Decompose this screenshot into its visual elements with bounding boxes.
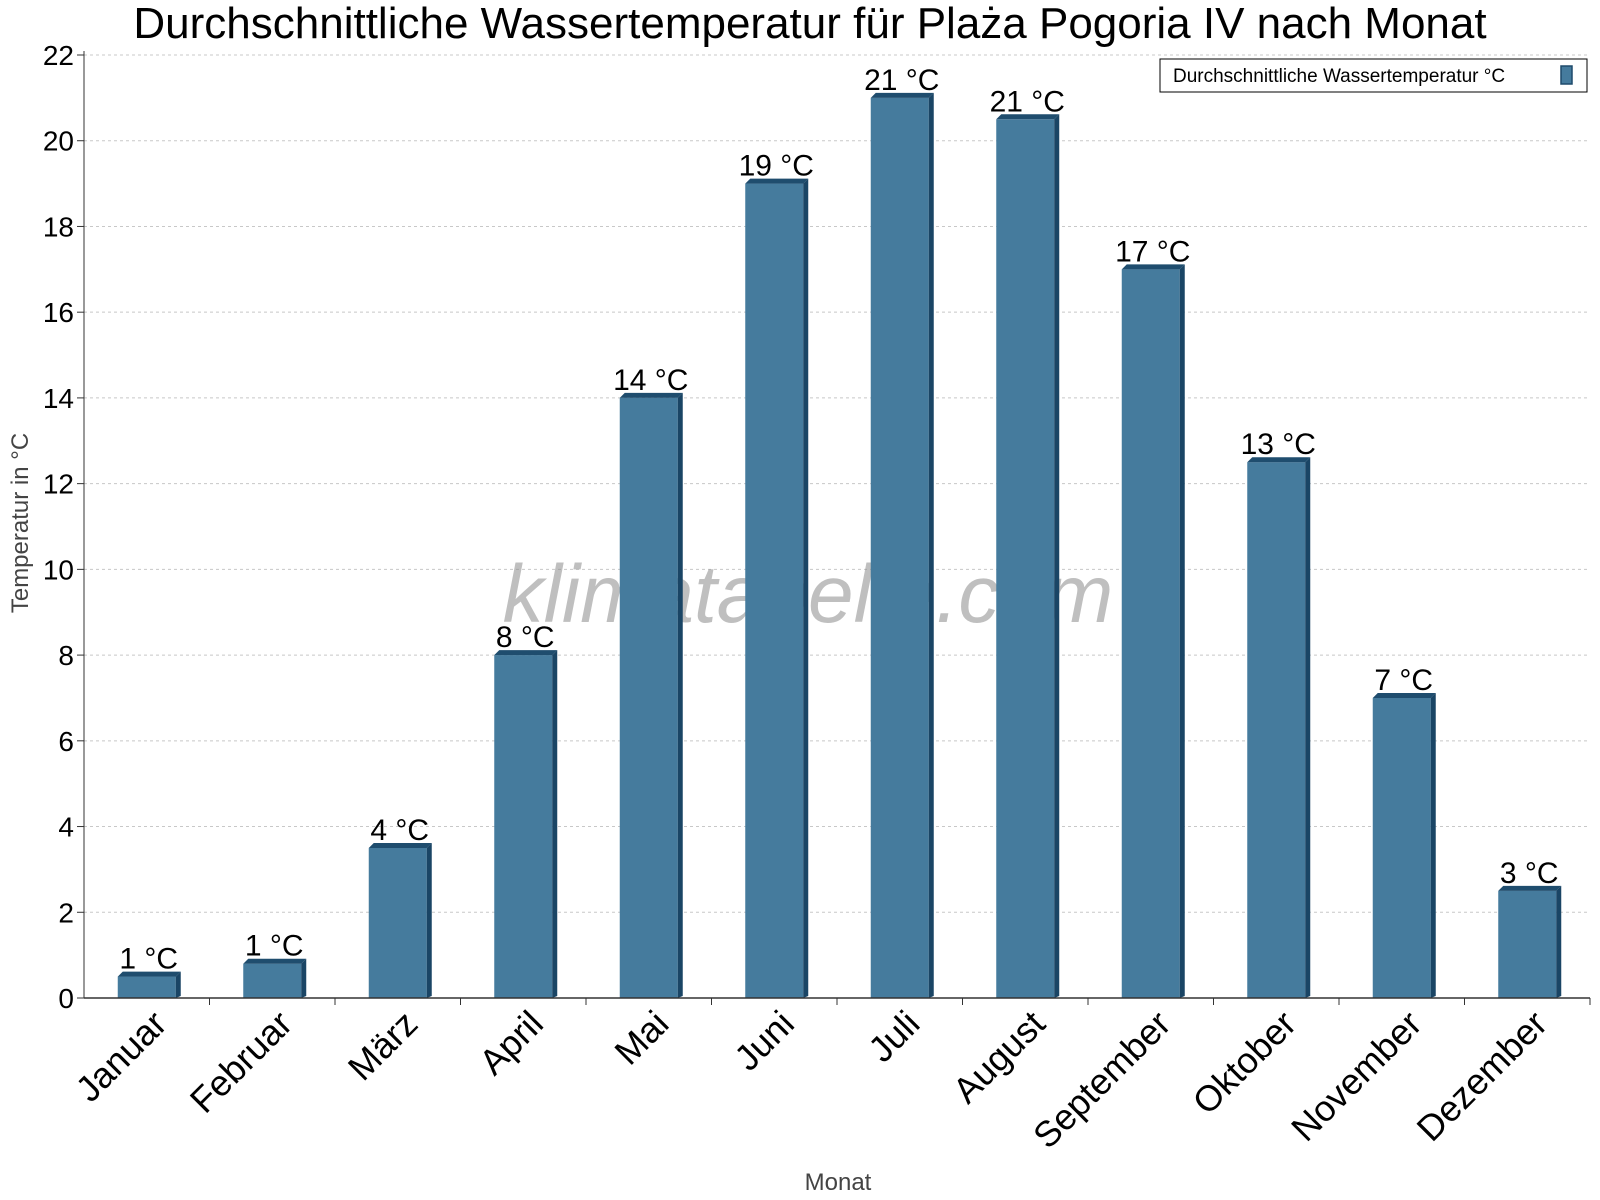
bar (1121, 264, 1185, 998)
data-label: 1 °C (119, 943, 178, 976)
bar-top (619, 392, 683, 398)
bar-side (1054, 114, 1060, 998)
bar-face (996, 119, 1055, 998)
bar (1372, 692, 1436, 998)
data-label: 17 °C (1115, 235, 1190, 268)
x-tick-label: Dezember (1408, 1003, 1554, 1149)
y-tick-label: 20 (43, 126, 74, 157)
data-label: 8 °C (496, 621, 555, 654)
x-tick-label: Juni (726, 1003, 802, 1079)
bar-side (426, 842, 432, 998)
bar-side (803, 178, 809, 998)
legend: Durchschnittliche Wassertemperatur °C (1159, 58, 1588, 93)
y-tick-label: 14 (43, 383, 74, 414)
bar-top (1121, 264, 1185, 270)
y-tick-label: 18 (43, 211, 74, 242)
bar-face (243, 963, 302, 998)
y-tick-label: 2 (58, 897, 74, 928)
bar-top (996, 114, 1060, 120)
y-tick-label: 12 (43, 469, 74, 500)
bar-top (870, 92, 934, 98)
x-tick-label: März (340, 1003, 426, 1089)
bar-side (1179, 264, 1185, 998)
x-tick-label: Juli (860, 1003, 927, 1070)
bar (870, 92, 934, 998)
data-label: 21 °C (864, 64, 939, 97)
bar-side (552, 650, 558, 998)
bar-face (1498, 890, 1557, 998)
x-tick-label: September (1025, 1003, 1179, 1157)
bar-face (1121, 269, 1180, 998)
data-label: 4 °C (370, 814, 429, 847)
data-labels: 1 °C 1 °C 4 °C 8 °C 14 °C 19 °C 21 °C 21 °C 17 °… (119, 64, 1558, 976)
bar-face (870, 97, 929, 998)
chart-title: Durchschnittliche Wassertemperatur für P… (133, 0, 1486, 48)
bar (619, 392, 683, 999)
data-label: 1 °C (245, 930, 304, 963)
y-axis-label: Temperatur in °C (7, 433, 34, 613)
bar-face (619, 397, 678, 999)
data-label: 19 °C (739, 150, 814, 183)
bar-top (1247, 457, 1311, 463)
x-tick-label: November (1283, 1003, 1429, 1149)
legend-label: Durchschnittliche Wassertemperatur °C (1173, 66, 1505, 87)
bar (368, 842, 432, 998)
data-label: 14 °C (613, 364, 688, 397)
x-tick-label: August (945, 1003, 1053, 1111)
bars (117, 92, 1562, 999)
bar (745, 178, 809, 998)
bar-side (301, 958, 307, 998)
y-tick-label: 22 (43, 40, 74, 71)
bar-face (494, 655, 553, 998)
x-tick-label: April (471, 1003, 551, 1083)
y-tick-label: 8 (58, 640, 74, 671)
y-tick-label: 10 (43, 554, 74, 585)
y-tick-label: 0 (58, 983, 74, 1014)
bar-top (1372, 692, 1436, 698)
bar-side (928, 92, 934, 998)
bar-top (368, 842, 432, 848)
y-axis-ticks: 0 2 4 6 8 10 12 14 16 18 20 22 (43, 40, 84, 1014)
bar (494, 650, 558, 998)
legend-swatch (1560, 65, 1573, 85)
bar-side (1430, 692, 1436, 998)
legend-box (1159, 58, 1588, 93)
bar-face (1372, 697, 1431, 998)
y-tick-label: 16 (43, 297, 74, 328)
y-tick-label: 4 (58, 812, 74, 843)
bar (117, 971, 181, 998)
bar-top (494, 650, 558, 656)
bar-top (117, 971, 181, 977)
x-axis-label: Monat (805, 1169, 872, 1196)
bar-face (368, 847, 427, 998)
bar-top (745, 178, 809, 184)
bar-side (175, 971, 181, 998)
data-label: 3 °C (1500, 857, 1559, 890)
x-axis-ticks: Januar Februar März April Mai Juni Juli AugustS… (68, 998, 1591, 1157)
x-tick-label: Januar (68, 1003, 175, 1110)
bar (1498, 885, 1562, 998)
bar (1247, 457, 1311, 998)
bar-top (1498, 885, 1562, 891)
axes (83, 51, 1590, 999)
y-tick-label: 6 (58, 726, 74, 757)
bar (243, 958, 307, 998)
x-tick-label: Februar (182, 1003, 300, 1121)
bar-face (1247, 462, 1306, 998)
x-tick-label: Oktober (1184, 1003, 1304, 1123)
data-label: 21 °C (990, 85, 1065, 118)
bar-top (243, 958, 307, 964)
data-label: 13 °C (1241, 428, 1316, 461)
bar-side (677, 392, 683, 999)
bar-face (117, 976, 176, 998)
gridlines (84, 54, 1590, 913)
data-label: 7 °C (1374, 664, 1433, 697)
bar (996, 114, 1060, 998)
bar-side (1305, 457, 1311, 998)
bar-face (745, 183, 804, 998)
bar-side (1556, 885, 1562, 998)
x-tick-label: Mai (606, 1003, 676, 1073)
